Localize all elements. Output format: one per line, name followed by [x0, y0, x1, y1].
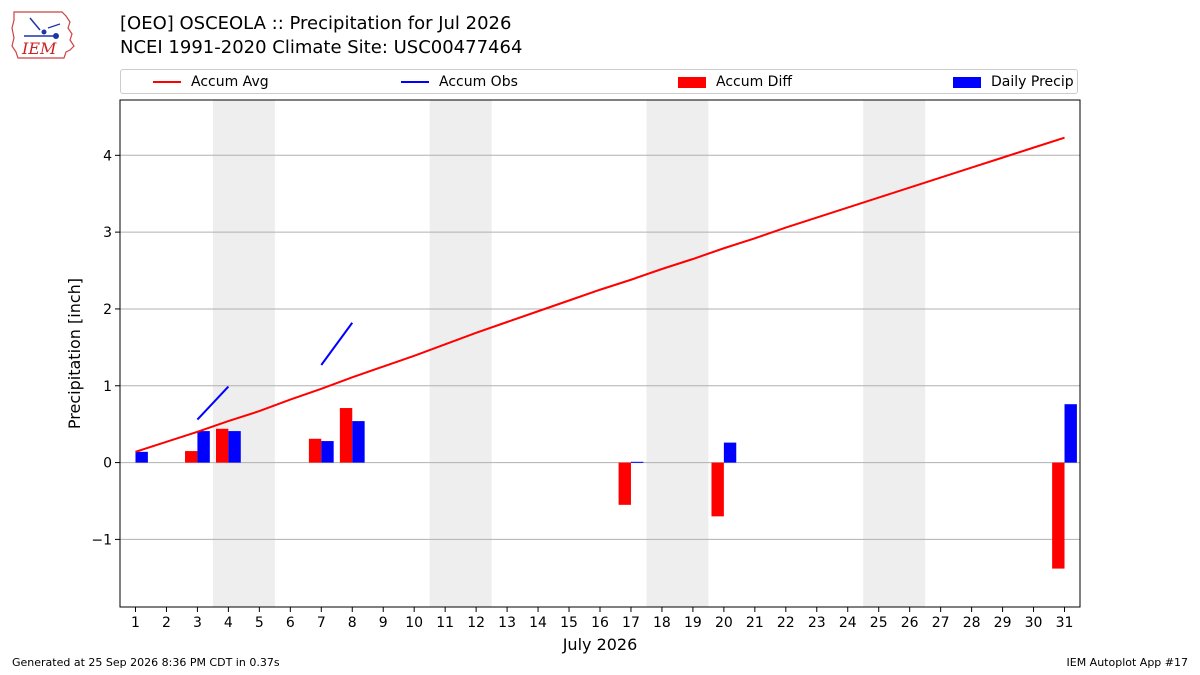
line-accum-obs	[320, 322, 354, 366]
legend-swatch	[678, 76, 706, 88]
x-tick-label: 12	[467, 615, 485, 631]
x-tick-label: 26	[901, 615, 919, 631]
x-tick-label: 19	[684, 615, 702, 631]
x-tick-label: 30	[1025, 615, 1043, 631]
x-tick-label: 14	[529, 615, 547, 631]
chart-legend: Accum Avg Accum Obs Accum Diff Daily Pre…	[120, 69, 1078, 94]
legend-label: Accum Obs	[439, 74, 518, 90]
chart-title: [OEO] OSCEOLA :: Precipitation for Jul 2…	[120, 13, 512, 34]
bar-accum-diff	[339, 408, 353, 463]
bar-accum-diff	[308, 438, 322, 463]
x-tick-label: 3	[193, 615, 202, 631]
footer-generated: Generated at 25 Sep 2026 8:36 PM CDT in …	[12, 656, 280, 669]
iem-logo: IEM	[11, 11, 75, 59]
legend-swatch	[953, 76, 981, 88]
x-tick-label: 11	[436, 615, 454, 631]
y-tick-label: 4	[103, 148, 112, 164]
x-tick-label: 13	[498, 615, 516, 631]
legend-item-daily-precip: Daily Precip	[953, 73, 1074, 91]
weekend-shade	[429, 100, 492, 607]
footer-app: IEM Autoplot App #17	[1066, 656, 1189, 669]
x-tick-label: 17	[622, 615, 640, 631]
bar-daily-precip	[630, 461, 644, 463]
chart-subtitle: NCEI 1991-2020 Climate Site: USC00477464	[120, 37, 523, 58]
x-axis-label: July 2026	[562, 635, 638, 654]
x-tick-label: 2	[162, 615, 171, 631]
x-tick-label: 27	[932, 615, 950, 631]
y-tick-label: 3	[103, 225, 112, 241]
x-tick-label: 1	[131, 615, 140, 631]
bar-daily-precip	[228, 431, 241, 463]
line-accum-avg	[135, 136, 1065, 453]
bar-accum-diff	[1052, 462, 1065, 569]
x-tick-label: 18	[653, 615, 671, 631]
bar-daily-precip	[197, 431, 210, 463]
x-tick-label: 31	[1056, 615, 1074, 631]
bar-daily-precip	[321, 441, 334, 463]
x-tick-label: 24	[839, 615, 857, 631]
bar-daily-precip	[723, 442, 737, 463]
x-tick-label: 5	[255, 615, 264, 631]
x-tick-label: 20	[715, 615, 733, 631]
x-tick-label: 28	[963, 615, 981, 631]
legend-item-accum-avg: Accum Avg	[153, 73, 269, 91]
y-tick-label: 2	[103, 302, 112, 318]
weekend-shade	[646, 100, 709, 607]
y-tick-label: 0	[103, 456, 112, 472]
x-tick-label: 29	[994, 615, 1012, 631]
x-tick-label: 8	[348, 615, 357, 631]
x-tick-label: 25	[870, 615, 888, 631]
bar-daily-precip	[1064, 404, 1077, 463]
logo-text: IEM	[21, 39, 57, 58]
x-tick-label: 16	[591, 615, 609, 631]
line-accum-obs	[196, 385, 230, 421]
bar-accum-diff	[216, 428, 229, 463]
x-tick-label: 9	[379, 615, 388, 631]
legend-label: Accum Avg	[191, 74, 269, 90]
legend-swatch	[401, 81, 429, 83]
x-tick-label: 10	[405, 615, 423, 631]
x-tick-label: 7	[317, 615, 326, 631]
bar-accum-diff	[618, 462, 631, 505]
bar-daily-precip	[135, 451, 148, 463]
y-tick-label: 1	[103, 379, 112, 395]
legend-swatch	[153, 81, 181, 83]
axes-frame	[119, 99, 1081, 608]
y-axis-label: Precipitation [inch]	[65, 278, 84, 429]
x-tick-label: 23	[808, 615, 826, 631]
legend-label: Daily Precip	[991, 74, 1074, 90]
bar-accum-diff	[711, 462, 724, 517]
x-tick-label: 21	[746, 615, 764, 631]
x-tick-label: 4	[224, 615, 233, 631]
y-tick-label: −1	[91, 532, 112, 548]
legend-item-accum-obs: Accum Obs	[401, 73, 518, 91]
bar-accum-diff	[185, 451, 198, 463]
legend-label: Accum Diff	[716, 74, 793, 90]
bar-daily-precip	[352, 421, 365, 463]
weekend-shade	[863, 100, 926, 607]
x-tick-label: 22	[777, 615, 795, 631]
legend-item-accum-diff: Accum Diff	[678, 73, 792, 91]
x-tick-label: 15	[560, 615, 578, 631]
weekend-shade	[212, 100, 275, 607]
x-tick-label: 6	[286, 615, 295, 631]
